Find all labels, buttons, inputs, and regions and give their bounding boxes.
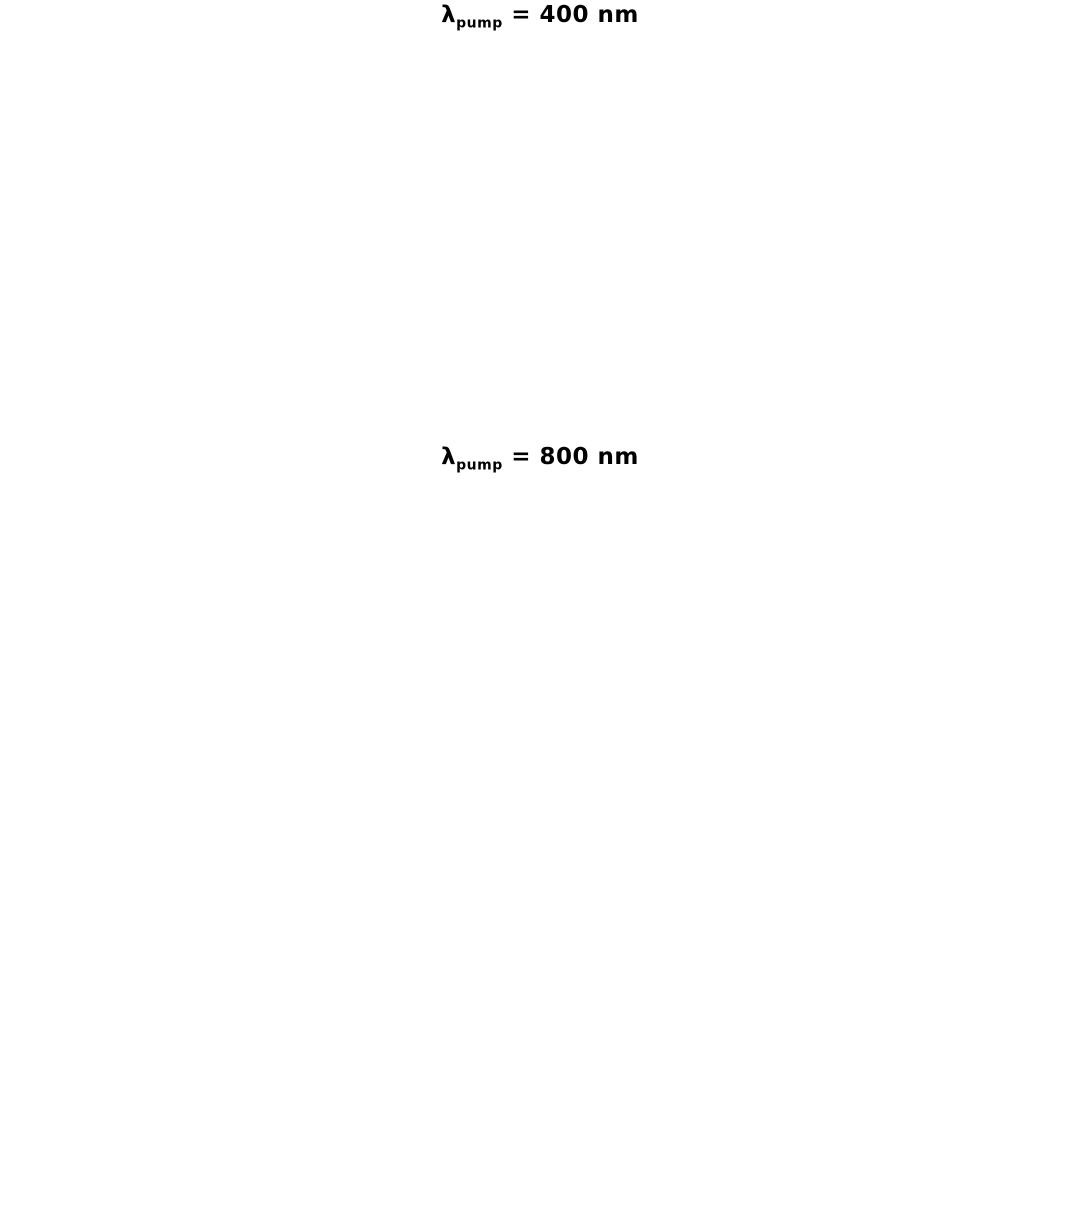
lambda-symbol: λ bbox=[441, 2, 457, 28]
lambda-subscript: pump bbox=[456, 457, 503, 474]
lambda-subscript: pump bbox=[456, 15, 503, 32]
lambda-symbol: λ bbox=[441, 444, 457, 470]
row-title-400nm-text: = 400 nm bbox=[502, 2, 639, 28]
row-title-800nm: λpump = 800 nm bbox=[0, 444, 1080, 474]
row-title-400nm: λpump = 400 nm bbox=[0, 2, 1080, 32]
row-title-800nm-text: = 800 nm bbox=[502, 444, 639, 470]
